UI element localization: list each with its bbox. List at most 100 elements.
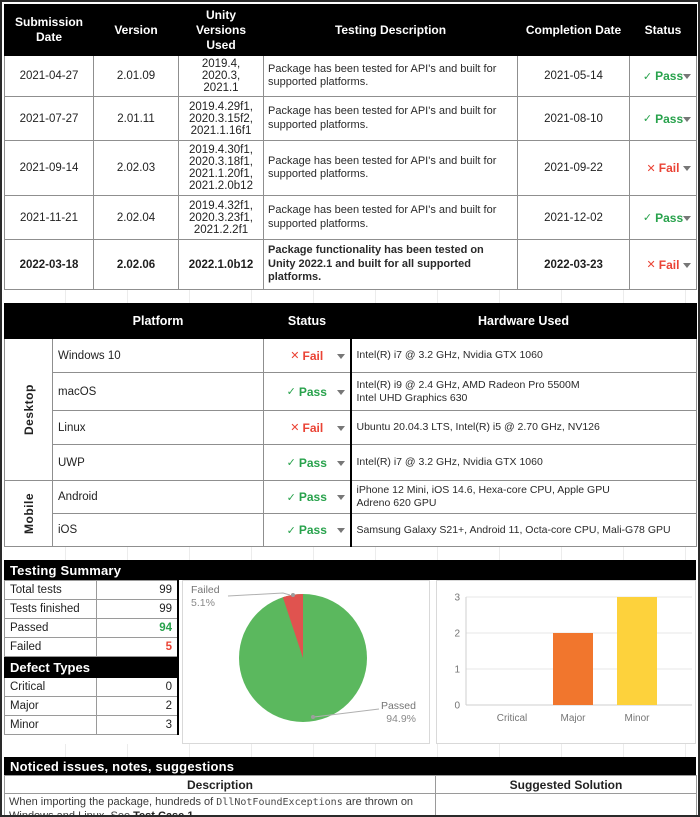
platforms-header-row: Platform Status Hardware Used xyxy=(4,303,697,339)
description-cell: Package functionality has been tested on… xyxy=(263,239,518,290)
status-dropdown[interactable]: ✓ Pass xyxy=(629,96,697,141)
status-label: Fail xyxy=(658,257,680,272)
unity-versions-cell: 2022.1.0b12 xyxy=(178,239,264,290)
chevron-down-icon[interactable] xyxy=(683,166,691,171)
chevron-down-icon[interactable] xyxy=(336,389,345,395)
y-tick-label: 2 xyxy=(454,629,460,640)
summary-label: Total tests xyxy=(4,580,97,600)
table-row: Tests finished 99 xyxy=(4,599,179,619)
status-label: Pass xyxy=(655,69,684,83)
issues-band: Noticed issues, notes, suggestions xyxy=(4,757,696,775)
x-icon: ✕ xyxy=(646,259,656,271)
status-badge: ✕ Fail xyxy=(290,349,323,363)
status-label: Pass xyxy=(298,384,327,399)
table-row: Critical 0 xyxy=(4,677,179,697)
status-dropdown[interactable]: ✕ Fail xyxy=(263,410,351,445)
col-submission-date: Submission Date xyxy=(4,4,94,56)
completion-date-cell: 2022-03-23 xyxy=(517,239,630,290)
pie-label-passed: Passed xyxy=(381,700,416,712)
defect-label: Major xyxy=(4,696,97,716)
table-row: Mobile Android ✓ Pass iPhone 12 Mini, iOS… xyxy=(4,480,697,547)
table-row: 2021-07-27 2.01.11 2019.4.29f1, 2020.3.1… xyxy=(4,96,697,141)
summary-label: Passed xyxy=(4,618,97,638)
chevron-down-icon[interactable] xyxy=(683,262,691,268)
submission-date-cell: 2021-07-27 xyxy=(4,96,94,141)
status-label: Pass xyxy=(298,523,327,537)
status-dropdown[interactable]: ✓ Pass xyxy=(263,444,351,481)
summary-value-failed: 5 xyxy=(96,637,179,657)
test-case-link[interactable]: Test Case 1 xyxy=(133,809,194,817)
status-label: Pass xyxy=(298,455,327,470)
summary-zone: Total tests 99 Tests finished 99 Passed … xyxy=(4,580,696,744)
status-dropdown[interactable]: ✓ Pass xyxy=(263,480,351,514)
completion-date-cell: 2021-12-02 xyxy=(517,195,630,240)
status-dropdown[interactable]: ✕ Fail xyxy=(263,338,351,373)
issues-table: Description Suggested Solution When impo… xyxy=(4,775,697,817)
bar-minor xyxy=(617,597,657,705)
chevron-down-icon[interactable] xyxy=(336,460,345,466)
x-icon: ✕ xyxy=(646,162,656,175)
platforms-table: Platform Status Hardware Used Desktop Wi… xyxy=(4,303,697,547)
check-icon: ✓ xyxy=(286,386,296,398)
col-status: Status xyxy=(629,4,697,56)
table-row: Total tests 99 xyxy=(4,580,179,600)
issues-title: Noticed issues, notes, suggestions xyxy=(10,758,235,774)
status-dropdown[interactable]: ✕ Fail xyxy=(629,239,697,290)
chevron-down-icon[interactable] xyxy=(336,353,345,359)
status-badge: ✕ Fail xyxy=(647,258,680,272)
table-row: Passed 94 xyxy=(4,618,179,638)
table-row: Failed 5 xyxy=(4,637,179,657)
group-col-header xyxy=(4,303,53,339)
x-icon: ✕ xyxy=(290,350,300,362)
col-suggested-solution: Suggested Solution xyxy=(435,775,697,794)
chevron-down-icon[interactable] xyxy=(336,495,345,500)
platform-cell: UWP xyxy=(52,444,264,481)
hardware-cell: Ubuntu 20.04.3 LTS, Intel(R) i5 @ 2.70 G… xyxy=(349,410,697,445)
status-dropdown[interactable]: ✕ Fail xyxy=(629,140,697,196)
col-plat-status: Status xyxy=(263,303,351,339)
status-dropdown[interactable]: ✓ Pass xyxy=(629,55,697,97)
table-row: iOS ✓ Pass Samsung Galaxy S21+, Android 1… xyxy=(5,513,697,547)
chevron-down-icon[interactable] xyxy=(336,528,345,533)
status-badge: ✕ Fail xyxy=(290,421,323,435)
status-badge: ✓ Pass xyxy=(643,211,683,225)
issue-text: are thrown on Windows and Linux. See xyxy=(9,796,414,817)
unity-versions-cell: 2019.4.30f1, 2020.3.18f1, 2021.1.20f1, 2… xyxy=(178,140,264,196)
status-dropdown[interactable]: ✓ Pass xyxy=(263,513,351,547)
version-cell: 2.01.11 xyxy=(93,96,179,141)
col-completion-date: Completion Date xyxy=(517,4,630,56)
chevron-down-icon[interactable] xyxy=(683,116,691,122)
pie-chart-card: Failed 5.1% Passed 94.9% xyxy=(182,580,430,744)
summary-value-passed: 94 xyxy=(96,618,179,638)
chevron-down-icon[interactable] xyxy=(683,215,691,221)
hardware-cell: iPhone 12 Mini, iOS 14.6, Hexa-core CPU,… xyxy=(349,480,697,514)
passed-leader-dot xyxy=(311,715,315,719)
status-badge: ✓ Pass xyxy=(287,385,327,399)
summary-value: 99 xyxy=(96,580,179,600)
defect-label: Critical xyxy=(4,677,97,697)
status-label: Fail xyxy=(658,161,680,175)
x-icon: ✕ xyxy=(290,422,300,434)
table-row: UWP ✓ Pass Intel(R) i7 @ 3.2 GHz, Nvidia … xyxy=(5,444,697,481)
status-badge: ✓ Pass xyxy=(287,456,327,470)
status-dropdown[interactable]: ✓ Pass xyxy=(263,372,351,411)
table-row: When importing the package, hundreds of … xyxy=(4,793,697,817)
chevron-down-icon[interactable] xyxy=(683,74,691,79)
pie-value-passed: 94.9% xyxy=(386,713,416,725)
status-dropdown[interactable]: ✓ Pass xyxy=(629,195,697,240)
pie-slice-failed xyxy=(282,594,303,658)
group-label-desktop: Desktop xyxy=(4,338,53,481)
col-version: Version xyxy=(93,4,179,56)
issue-description-cell: When importing the package, hundreds of … xyxy=(4,793,436,817)
x-category-label: Minor xyxy=(624,713,650,724)
chevron-down-icon[interactable] xyxy=(336,425,345,431)
bar-chart-card: 0 1 2 3 Critical Major Minor xyxy=(436,580,696,744)
y-tick-label: 0 xyxy=(454,701,460,712)
status-badge: ✕ Fail xyxy=(647,161,680,175)
table-row: 2021-09-14 2.02.03 2019.4.30f1, 2020.3.1… xyxy=(4,140,697,196)
status-badge: ✓ Pass xyxy=(287,523,327,537)
platform-cell: Windows 10 xyxy=(52,338,264,373)
issues-header-row: Description Suggested Solution xyxy=(4,775,697,794)
platform-cell: iOS xyxy=(52,513,264,547)
table-row: Minor 3 xyxy=(4,715,179,735)
